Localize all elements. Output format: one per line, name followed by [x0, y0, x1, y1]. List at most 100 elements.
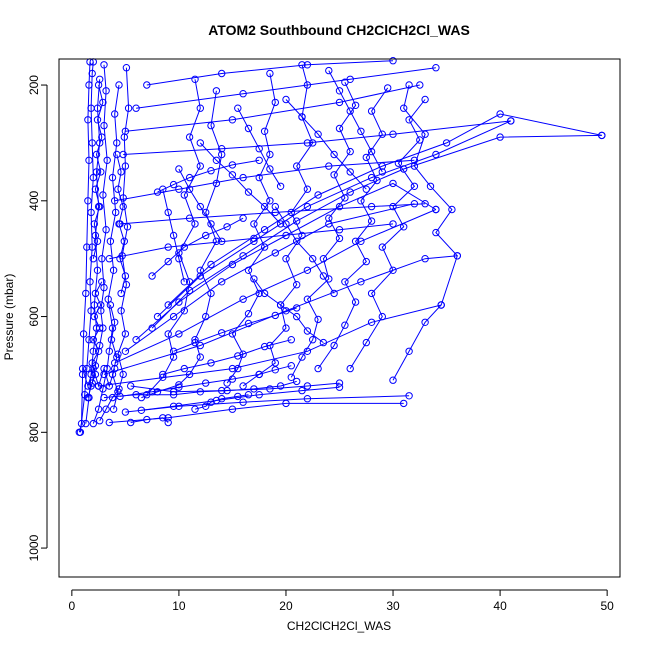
series-line: [317, 87, 389, 369]
series-line: [109, 304, 119, 410]
profile-series: [143, 57, 397, 89]
data-point: [124, 104, 133, 112]
data-point: [250, 275, 258, 283]
data-point: [314, 315, 322, 324]
data-point: [239, 90, 247, 98]
data-point: [266, 385, 274, 393]
data-point: [196, 272, 205, 280]
data-point: [341, 278, 349, 286]
data-point: [351, 101, 360, 110]
data-point: [159, 370, 167, 379]
data-point: [389, 266, 397, 274]
profile-series: [287, 78, 360, 381]
x-tick-label: 50: [600, 599, 614, 613]
data-point: [212, 396, 221, 405]
data-point: [96, 417, 104, 425]
data-point: [85, 156, 93, 165]
series-line: [125, 84, 420, 132]
data-point: [303, 185, 312, 193]
data-point: [421, 200, 429, 208]
data-point: [96, 75, 104, 84]
data-point: [93, 116, 102, 124]
data-point: [319, 338, 328, 347]
data-point: [121, 347, 130, 355]
data-point: [175, 185, 183, 193]
data-point: [169, 347, 178, 355]
data-point: [93, 266, 102, 274]
data-point: [325, 220, 333, 228]
data-point: [330, 289, 338, 298]
data-point: [153, 388, 162, 396]
data-point: [228, 405, 237, 413]
data-point: [94, 81, 103, 89]
data-point: [121, 408, 130, 416]
data-point: [319, 272, 328, 280]
data-point: [218, 145, 226, 153]
data-point: [287, 373, 295, 381]
data-point: [255, 145, 263, 153]
data-point: [239, 382, 247, 390]
data-point: [117, 289, 125, 298]
data-point: [91, 185, 100, 193]
data-point: [175, 330, 183, 338]
data-point: [100, 370, 108, 379]
series-line: [162, 339, 292, 375]
data-point: [389, 220, 397, 228]
data-point: [223, 379, 231, 387]
data-point: [598, 131, 606, 140]
data-point: [293, 281, 301, 289]
data-point: [303, 202, 312, 211]
data-point: [164, 418, 172, 427]
series-line: [328, 70, 383, 173]
data-point: [271, 202, 279, 211]
data-point: [202, 231, 210, 240]
data-point: [196, 162, 205, 170]
data-point: [410, 156, 419, 165]
data-point: [106, 237, 115, 246]
data-point: [88, 69, 96, 78]
data-point: [239, 398, 247, 406]
data-point: [117, 168, 125, 176]
data-point: [202, 379, 210, 387]
data-point: [92, 168, 101, 176]
series-line: [82, 366, 116, 388]
data-point: [114, 185, 122, 193]
data-point: [303, 382, 312, 390]
data-point: [175, 165, 183, 173]
data-point: [400, 104, 408, 112]
profile-series: [234, 104, 285, 191]
data-point: [115, 220, 123, 228]
data-point: [303, 347, 312, 355]
data-point: [169, 388, 178, 396]
data-point: [207, 260, 215, 269]
data-point: [122, 64, 131, 72]
data-point: [346, 168, 354, 176]
data-point: [341, 321, 349, 329]
data-point: [78, 370, 87, 379]
profile-series: [153, 156, 263, 196]
data-point: [175, 383, 183, 391]
series-line: [162, 189, 185, 282]
data-point: [250, 220, 258, 228]
data-point: [400, 399, 408, 408]
data-point: [169, 180, 178, 189]
series-line: [114, 209, 437, 364]
data-point: [218, 386, 226, 395]
data-point: [218, 237, 226, 246]
data-point: [113, 139, 121, 147]
data-point: [228, 364, 237, 373]
data-point: [89, 336, 98, 344]
data-point: [96, 202, 104, 211]
profile-series: [143, 75, 205, 399]
data-point: [185, 286, 194, 295]
data-point: [293, 162, 301, 170]
data-point: [335, 234, 344, 243]
data-point: [89, 419, 98, 428]
series-line: [285, 99, 367, 190]
data-point: [421, 255, 429, 263]
profile-series: [100, 252, 461, 379]
data-point: [196, 202, 205, 211]
data-point: [94, 382, 103, 390]
data-point: [99, 191, 107, 199]
